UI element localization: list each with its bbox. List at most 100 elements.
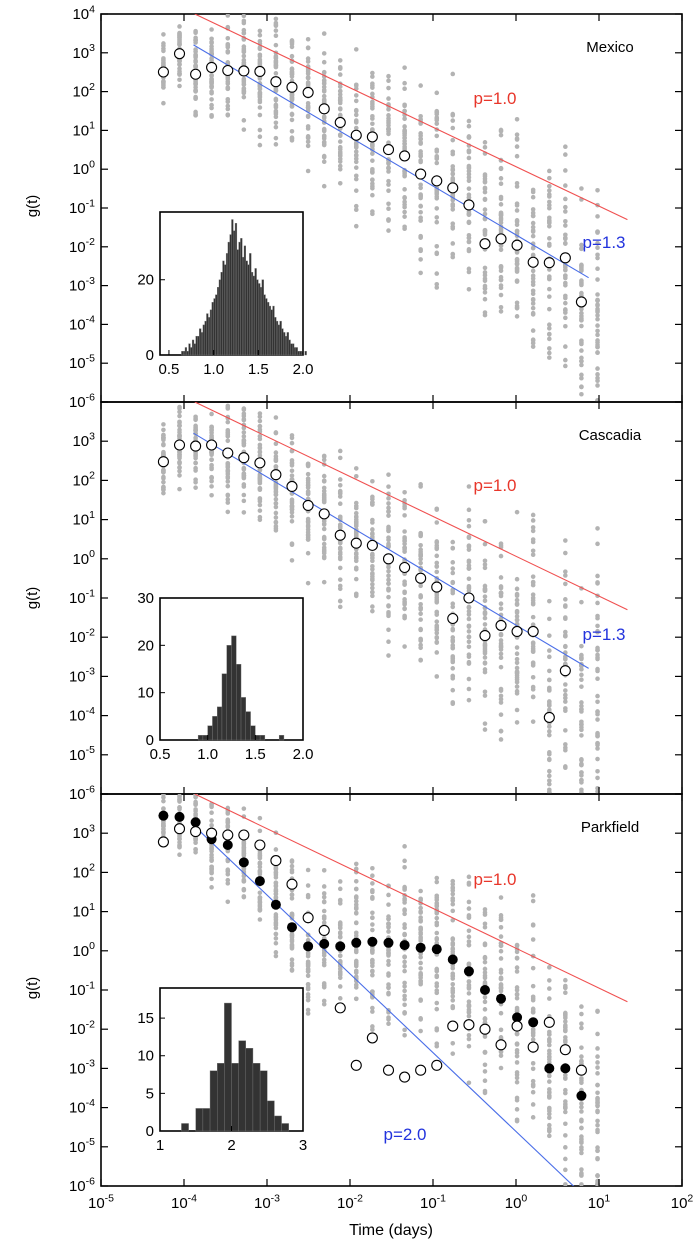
inset-x-tick-label: 2 — [227, 1137, 235, 1154]
ensemble-dot — [514, 965, 520, 970]
histogram-bar — [255, 735, 261, 741]
ensemble-dot — [450, 539, 456, 545]
ensemble-dot — [321, 128, 327, 133]
ensemble-dot — [466, 155, 472, 161]
histogram-bar — [267, 302, 270, 356]
y-axis-title-mexico: g(t) — [24, 195, 41, 218]
ensemble-dot — [353, 188, 359, 193]
ensemble-dot — [450, 659, 456, 665]
ensemble-dot — [595, 1122, 600, 1128]
inset-y-tick-label: 30 — [137, 590, 154, 607]
ensemble-dot — [418, 185, 423, 191]
ensemble-dot — [595, 733, 600, 739]
ensemble-dot — [402, 932, 407, 938]
ensemble-dot — [386, 916, 391, 922]
histogram-bar — [295, 347, 298, 356]
histogram-bar — [188, 343, 191, 356]
histogram-bar — [224, 264, 227, 356]
y-tick-label: 10-1 — [69, 979, 95, 999]
histogram-bar — [231, 635, 237, 741]
ensemble-dot — [273, 953, 279, 959]
ensemble-dot — [370, 881, 375, 886]
ensemble-dot — [353, 576, 359, 582]
ensemble-dot — [209, 91, 214, 96]
ensemble-dot — [370, 478, 375, 484]
ensemble-dot — [353, 895, 359, 901]
ensemble-dot — [466, 986, 472, 991]
ensemble-dot — [579, 1134, 584, 1139]
ensemble-dot — [305, 883, 311, 888]
ensemble-dot — [498, 686, 504, 692]
ensemble-dot — [273, 22, 279, 27]
ensemble-dot — [177, 836, 182, 842]
mean-marker — [431, 581, 443, 593]
ensemble-dot — [579, 1045, 584, 1050]
ensemble-dot — [563, 1099, 568, 1104]
ensemble-dot — [257, 142, 263, 148]
ensemble-dot — [161, 427, 166, 433]
ensemble-dot — [514, 153, 520, 159]
ensemble-dot — [530, 525, 536, 530]
ensemble-dot — [498, 585, 504, 591]
ensemble-dot — [482, 649, 488, 654]
ensemble-dot — [579, 355, 584, 361]
ensemble-dot — [595, 1082, 600, 1088]
ensemble-dot — [418, 140, 423, 145]
ensemble-dot — [337, 901, 343, 906]
ensemble-dot — [321, 31, 327, 36]
histogram-bar — [186, 351, 189, 356]
ensemble-dot — [273, 950, 279, 955]
ensemble-dot — [289, 138, 295, 143]
histogram-bar — [256, 279, 259, 356]
ensemble-dot — [353, 947, 359, 953]
ensemble-dot — [321, 981, 327, 986]
ensemble-dot — [466, 982, 472, 988]
ensemble-dot — [563, 1121, 568, 1127]
ensemble-dot — [498, 601, 504, 607]
ensemble-dot — [209, 823, 214, 828]
histogram-bar — [190, 347, 193, 356]
ensemble-dot — [563, 223, 568, 228]
ensemble-dot — [563, 1156, 568, 1162]
histogram-bar — [234, 223, 238, 356]
histogram-bar — [216, 287, 220, 356]
ensemble-dot — [418, 203, 423, 209]
ensemble-dot — [402, 959, 407, 965]
ensemble-dot — [386, 96, 391, 101]
ensemble-dot — [386, 524, 391, 530]
histogram-bar — [202, 1108, 211, 1132]
panels-group: 10-610-510-410-310-210-1100101102103104M… — [69, 3, 683, 1195]
mean-marker — [302, 86, 314, 99]
histogram-bar — [224, 1002, 232, 1132]
ensemble-dot — [466, 942, 472, 948]
region-label: Mexico — [586, 39, 634, 56]
ensemble-dot — [482, 641, 488, 647]
ensemble-dot — [595, 1173, 600, 1179]
ensemble-dot — [466, 235, 472, 241]
ensemble-dot — [386, 113, 391, 118]
histogram-bar — [236, 664, 242, 741]
ensemble-dot — [321, 488, 327, 494]
ensemble-dot — [353, 149, 359, 154]
y-tick-label: 10-1 — [69, 197, 95, 217]
ensemble-dot — [579, 1011, 584, 1017]
ensemble-dot — [337, 153, 343, 159]
ensemble-dot — [450, 656, 456, 661]
ensemble-dot — [547, 1079, 552, 1084]
ensemble-dot — [434, 930, 440, 936]
ensemble-dot — [547, 1032, 552, 1037]
ensemble-dot — [321, 97, 327, 103]
ensemble-dot — [273, 124, 279, 130]
ensemble-dot — [402, 127, 407, 133]
ensemble-dot — [530, 1115, 536, 1120]
ensemble-dot — [257, 38, 263, 44]
ensemble-dot — [579, 780, 584, 785]
ensemble-dot — [434, 545, 440, 550]
ensemble-dot — [514, 314, 520, 319]
ensemble-dot — [321, 142, 327, 148]
ensemble-dot — [418, 151, 423, 157]
ensemble-dot — [434, 506, 440, 512]
ensemble-dot — [450, 579, 456, 585]
ensemble-dot — [530, 614, 536, 620]
ensemble-dot — [370, 927, 375, 933]
